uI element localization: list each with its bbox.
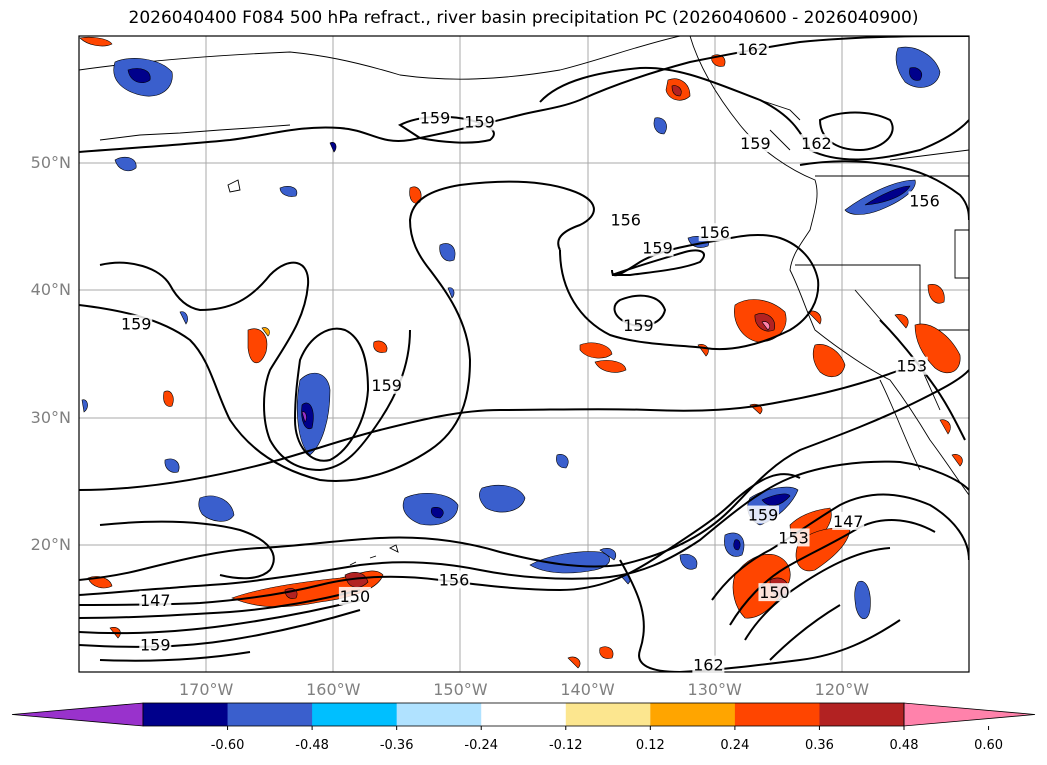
contour-label-bg (698, 223, 731, 242)
colorbar-segment (650, 703, 736, 726)
page-title: 2026040400 F084 500 hPa refract., river … (128, 8, 919, 28)
contour-label-bg (895, 356, 928, 375)
colorbar-tick-label: -0.48 (295, 738, 329, 753)
contour-label-bg (463, 112, 496, 131)
colorbar-segment (396, 703, 482, 726)
coastlines (79, 36, 969, 566)
lat-label: 40°N (30, 280, 71, 300)
contour-label-bg (739, 134, 772, 153)
contour-label-bg (758, 583, 791, 602)
contour-label: 159 (623, 316, 654, 335)
contour-label-bg (139, 635, 172, 654)
contour-label-bg (736, 39, 769, 58)
colorbar-segment (734, 703, 820, 726)
contour-label: 147 (833, 512, 864, 531)
colorbar-tick-label: 0.36 (804, 738, 834, 753)
contour-label-bg (120, 314, 153, 333)
contour-label-bg (747, 505, 780, 524)
contour-label: 159 (420, 109, 451, 128)
contour-label-bg (622, 316, 655, 335)
contour-label-bg (641, 238, 674, 257)
contour-label-bg (419, 108, 451, 127)
lon-label: 160°W (306, 680, 361, 699)
colorbar-segment (312, 703, 398, 726)
gridlines (79, 36, 969, 672)
lon-label: 150°W (433, 680, 488, 699)
contour-label-bg (438, 570, 471, 589)
colorbar-extend-low (11, 702, 144, 727)
contour-label: 162 (693, 656, 724, 675)
colorbar-segment (143, 703, 229, 726)
contour-label: 150 (340, 587, 371, 606)
contour-label: 156 (610, 210, 641, 229)
contour-label: 162 (738, 40, 769, 59)
colorbar-segment (819, 703, 905, 726)
colorbar-segment (481, 703, 567, 726)
contour-label: 159 (121, 315, 152, 334)
lon-label: 120°W (814, 680, 870, 699)
lon-label: 170°W (178, 680, 234, 699)
contour-label: 153 (778, 528, 809, 547)
contour-label-bg (609, 210, 642, 229)
lon-label: 140°W (560, 680, 615, 699)
contour-label: 159 (642, 238, 673, 257)
contour-label-bg (370, 375, 403, 394)
contour-label-bg (777, 528, 810, 547)
contour-label: 153 (897, 357, 928, 376)
contour-label: 162 (801, 134, 832, 153)
colorbar-segment (565, 703, 651, 726)
contour-label-bg (800, 134, 833, 153)
contour-label: 150 (759, 583, 790, 602)
lat-label: 50°N (30, 153, 71, 173)
colorbar-tick-label: -0.12 (548, 738, 583, 753)
colorbar-tick-label: 0.12 (635, 738, 665, 753)
colorbar-tick-label: 0.60 (974, 738, 1004, 753)
contour-label-bg (692, 655, 725, 674)
contour-label-bg (832, 511, 865, 530)
contour-label: 159 (464, 112, 495, 131)
colorbar-tick-label: 0.48 (889, 738, 919, 753)
contours (79, 36, 969, 672)
lon-label: 130°W (687, 680, 742, 699)
contour-label: 156 (699, 223, 730, 242)
colorbar-extend-high (903, 702, 1036, 727)
contour-label-bg (908, 191, 941, 210)
lat-label: 30°N (30, 407, 71, 427)
colorbar-tick-label: -0.36 (379, 738, 414, 753)
contour-label: 159 (740, 134, 771, 153)
contour-label: 156 (439, 570, 470, 589)
colorbar-tick-label: 0.24 (720, 738, 750, 753)
contour-label: 159 (748, 506, 779, 525)
colorbar-frame (142, 702, 905, 727)
lat-label: 20°N (30, 534, 71, 554)
contour-label: 156 (909, 191, 940, 210)
map-frame (78, 35, 970, 673)
contour-label: 159 (371, 376, 402, 395)
contour-label: 159 (140, 635, 171, 654)
colorbar-segment (227, 703, 313, 726)
colorbar-tick-label: -0.60 (210, 738, 245, 753)
contour-label: 147 (140, 591, 171, 610)
contour-label-bg (338, 586, 371, 605)
colorbar (11, 702, 1036, 730)
contour-label-bg (139, 590, 172, 609)
colorbar-tick-label: -0.24 (464, 738, 499, 753)
